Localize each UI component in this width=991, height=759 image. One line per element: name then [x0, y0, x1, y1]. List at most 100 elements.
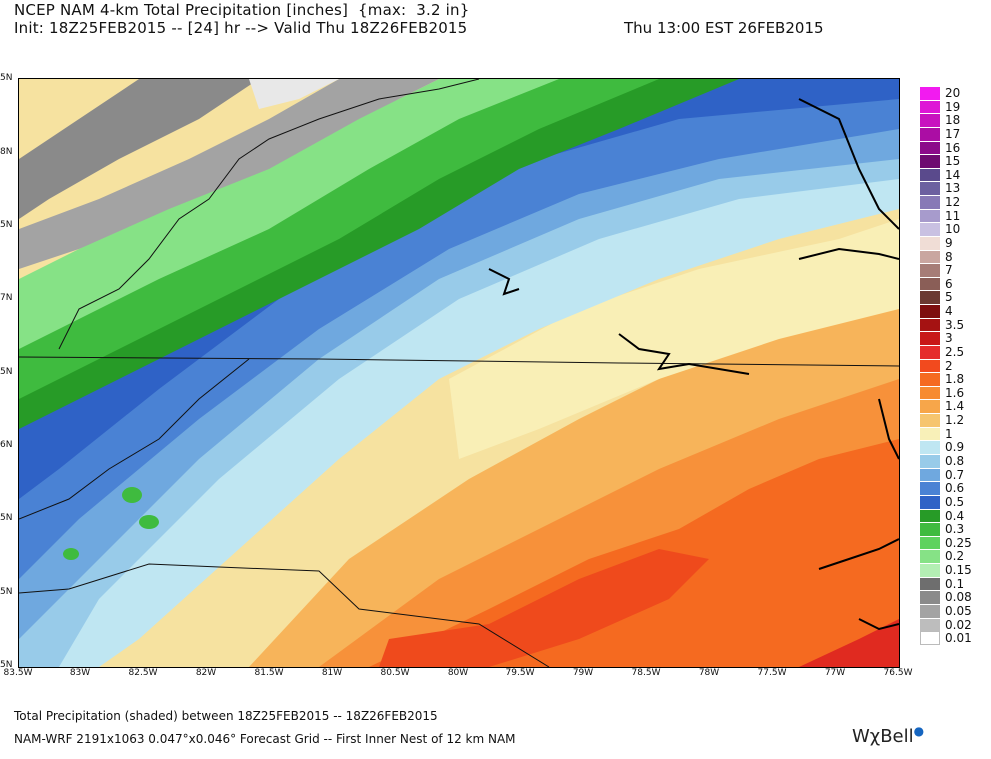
colorbar-swatch — [920, 508, 940, 523]
colorbar-swatch — [920, 454, 940, 468]
colorbar-swatch — [920, 467, 940, 482]
lat-tick-label: 5N — [0, 367, 13, 377]
precip-blob — [63, 548, 79, 560]
precip-blob — [139, 515, 159, 529]
colorbar-swatch — [920, 249, 940, 264]
colorbar-label: 0.08 — [945, 590, 972, 605]
colorbar-label: 7 — [945, 263, 953, 278]
map-title: NCEP NAM 4-km Total Precipitation [inche… — [14, 1, 470, 19]
colorbar-swatch — [920, 154, 940, 168]
precip-blob — [122, 487, 142, 503]
lon-tick-label: 81W — [321, 668, 343, 678]
init-valid-line: Init: 18Z25FEB2015 -- [24] hr --> Valid … — [14, 19, 468, 37]
lat-tick-label: 7N — [0, 293, 13, 303]
lon-tick-label: 79W — [572, 668, 594, 678]
colorbar-label: 3.5 — [945, 317, 965, 332]
colorbar-label: 0.5 — [945, 494, 965, 509]
colorbar-swatch — [920, 590, 940, 604]
colorbar-label: 1.4 — [945, 399, 965, 414]
colorbar-label: 12 — [945, 195, 961, 210]
lon-tick-label: 79.5W — [505, 668, 535, 678]
colorbar-swatch — [920, 99, 940, 114]
logo-dot-icon: ● — [913, 724, 925, 738]
coastline — [878, 398, 899, 460]
coastline — [858, 618, 899, 631]
band-red-2.5 — [799, 619, 899, 667]
band-orange-1.8 — [369, 439, 899, 667]
colorbar-label: 0.01 — [945, 631, 972, 646]
lat-tick-label: 8N — [0, 147, 13, 157]
footer-model-info: NAM-WRF 2191x1063 0.047°x0.046° Forecast… — [14, 732, 516, 746]
colorbar-swatch — [920, 631, 940, 645]
lon-tick-label: 81.5W — [254, 668, 284, 678]
band-green-0.2 — [19, 79, 559, 349]
colorbar-swatch — [920, 535, 940, 550]
colorbar-label: 4 — [945, 304, 953, 319]
colorbar-label: 0.3 — [945, 522, 965, 537]
colorbar-label: 1.8 — [945, 372, 965, 387]
precip-map — [18, 78, 900, 668]
colorbar-label: 2.5 — [945, 344, 965, 359]
colorbar-swatch — [920, 617, 940, 632]
colorbar-swatch — [920, 576, 940, 591]
lon-tick-label: 83.5W — [3, 668, 33, 678]
colorbar-label: 0.4 — [945, 508, 965, 523]
colorbar-swatch — [920, 413, 940, 427]
colorbar-label: 0.7 — [945, 467, 965, 482]
colorbar-swatch — [920, 481, 940, 495]
colorbar-swatch — [920, 603, 940, 618]
coastline — [798, 98, 899, 230]
colorbar-label: 8 — [945, 249, 953, 264]
colorbar-swatch — [920, 440, 940, 454]
colorbar-swatch — [920, 385, 940, 400]
colorbar-swatch — [920, 235, 940, 250]
lat-tick-label: 5N — [0, 220, 13, 230]
colorbar-label: 0.1 — [945, 576, 965, 591]
colorbar-label: 14 — [945, 167, 961, 182]
footer-description: Total Precipitation (shaded) between 18Z… — [14, 709, 438, 723]
lake — [618, 333, 750, 375]
colorbar-label: 0.15 — [945, 563, 972, 578]
colorbar-label: 3 — [945, 331, 953, 346]
colorbar-swatch — [920, 563, 940, 577]
band-gray-0.1 — [19, 79, 259, 219]
colorbar-label: 9 — [945, 235, 953, 250]
colorbar-label: 10 — [945, 222, 961, 237]
colorbar-label: 5 — [945, 290, 953, 305]
state-boundary-nc-sc — [19, 563, 550, 667]
colorbar-swatch — [920, 276, 940, 291]
colorbar-label: 16 — [945, 140, 961, 155]
colorbar-swatch — [920, 399, 940, 414]
band-green-0.3 — [19, 79, 659, 399]
band-gray-0.05 — [19, 79, 439, 269]
colorbar-swatch — [920, 290, 940, 305]
colorbar-label: 1.2 — [945, 413, 965, 428]
colorbar-label: 13 — [945, 181, 961, 196]
lon-tick-label: 78.5W — [631, 668, 661, 678]
band-cream-1.2 — [449, 219, 899, 459]
wxbell-logo: WχBell● — [852, 724, 924, 747]
lon-tick-label: 80.5W — [380, 668, 410, 678]
precip-field — [19, 79, 899, 667]
colorbar-swatch — [920, 358, 940, 373]
colorbar-swatch — [920, 222, 940, 236]
coastline — [798, 247, 899, 260]
lake — [488, 268, 520, 296]
colorbar-swatch — [920, 331, 940, 345]
lon-tick-label: 77W — [824, 668, 846, 678]
logo-text: WχBell — [852, 726, 914, 747]
lat-tick-label: 5N — [0, 587, 13, 597]
colorbar-label: 15 — [945, 154, 961, 169]
colorbar-label: 1 — [945, 426, 953, 441]
colorbar-swatch — [920, 317, 940, 332]
colorbar-swatch — [920, 140, 940, 155]
lat-tick-label: 5N — [0, 660, 13, 670]
colorbar-swatch — [920, 86, 940, 100]
state-boundary-tn-nc — [19, 358, 250, 520]
lon-tick-label: 78W — [698, 668, 720, 678]
colorbar-label: 0.05 — [945, 603, 972, 618]
colorbar-label: 11 — [945, 208, 961, 223]
colorbar-label: 0.6 — [945, 481, 965, 496]
lon-tick-label: 83W — [69, 668, 91, 678]
colorbar-swatch — [920, 549, 940, 564]
